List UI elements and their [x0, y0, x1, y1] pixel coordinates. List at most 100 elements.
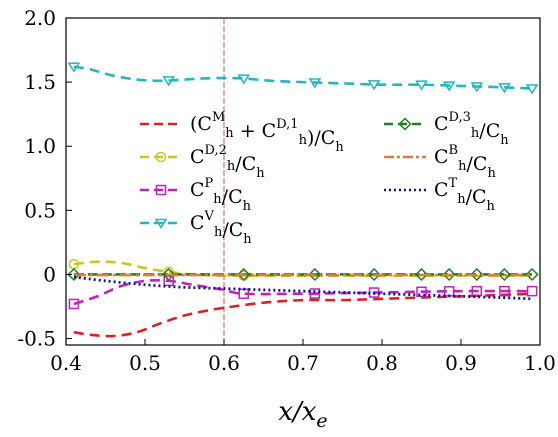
data-point-diamond [308, 267, 322, 282]
data-point-diamond [367, 267, 381, 282]
data-point-square [155, 184, 167, 196]
legend-operator: / [222, 186, 229, 208]
legend-symbol: C [190, 146, 205, 168]
series-line-0 [73, 292, 533, 338]
x-tick-label: 0.6 [208, 351, 240, 375]
legend-symbol: C [473, 153, 488, 175]
y-tick-label: 2.0 [24, 6, 56, 30]
data-point-triangle [470, 82, 484, 93]
legend-subscript: h [487, 199, 496, 214]
legend-superscript: D,2 [205, 143, 227, 158]
legend-symbol: C [190, 179, 205, 201]
legend-subscript: h [471, 126, 480, 141]
data-point-diamond [442, 267, 456, 282]
legend-item-6: CTh/Ch [384, 176, 496, 214]
legend-superscript: D,1 [276, 117, 298, 132]
data-point-diamond [414, 267, 429, 282]
legend-subscript: h [225, 126, 234, 141]
legend-item-5: CBh/Ch [384, 143, 496, 181]
y-tick-label: 0.5 [24, 198, 56, 222]
legend-item-4: CD,3h/Ch [384, 110, 509, 148]
x-tick-label: 0.9 [445, 351, 477, 375]
legend: (CMh + CD,1h)/ChCD,2h/ChCPh/ChCVh/ChCD,3… [140, 110, 509, 247]
data-point-triangle [162, 76, 176, 87]
x-tick-label: 0.7 [287, 351, 319, 375]
legend-symbol: C [434, 179, 449, 201]
legend-symbol: C [190, 212, 205, 234]
data-point-diamond [497, 267, 512, 282]
legend-label: CD,2h/Ch [190, 143, 265, 181]
legend-item-3: CVh/Ch [140, 209, 252, 247]
data-point-square [499, 285, 510, 297]
legend-operator: / [235, 153, 242, 175]
legend-subscript: h [457, 192, 466, 207]
data-point-diamond [470, 267, 484, 282]
legend-symbol: C [228, 186, 243, 208]
data-point-triangle [67, 62, 81, 73]
data-point-square [309, 288, 321, 299]
legend-label: CTh/Ch [434, 176, 496, 214]
legend-operator: + [234, 120, 262, 142]
legend-symbol: C [229, 219, 244, 241]
legend-symbol: C [434, 113, 449, 135]
legend-subscript: h [458, 159, 467, 174]
legend-operator: / [466, 153, 473, 175]
legend-operator: / [466, 186, 473, 208]
legend-label: CBh/Ch [434, 143, 496, 181]
legend-symbol: C [262, 120, 277, 142]
legend-subscript: h [299, 133, 308, 148]
data-point-triangle [237, 74, 251, 85]
legend-subscript: h [243, 199, 252, 214]
data-point-square [68, 298, 80, 310]
series-group [67, 62, 539, 338]
legend-subscript: h [243, 232, 252, 247]
legend-label: CVh/Ch [190, 209, 252, 247]
x-tick-label: 1.0 [524, 351, 556, 375]
series-line-6 [73, 275, 533, 301]
x-tick-label: 0.4 [50, 351, 82, 375]
data-point-diamond [398, 117, 412, 131]
data-point-square [416, 286, 427, 298]
legend-symbol: C [321, 127, 336, 149]
legend-label: CPh/Ch [190, 176, 252, 214]
legend-item-0: (CMh + CD,1h)/Ch [140, 110, 344, 155]
legend-symbol: C [472, 186, 487, 208]
data-point-triangle [525, 84, 539, 95]
y-tick-label: 1.0 [24, 134, 56, 158]
legend-symbol: C [197, 113, 212, 135]
legend-item-2: CPh/Ch [140, 176, 252, 214]
legend-subscript: h [487, 166, 496, 181]
data-point-triangle [308, 78, 322, 89]
legend-superscript: M [212, 110, 225, 125]
legend-superscript: P [205, 176, 214, 191]
x-tick-label: 0.5 [129, 351, 161, 375]
legend-superscript: B [449, 143, 459, 158]
legend-symbol: C [434, 146, 449, 168]
y-tick-label: 1.5 [24, 70, 56, 94]
legend-paren: ( [190, 113, 197, 135]
legend-item-1: CD,2h/Ch [140, 143, 265, 181]
legend-label: CD,3h/Ch [434, 110, 509, 148]
x-tick-label: 0.8 [366, 351, 398, 375]
data-point-diamond [525, 267, 539, 282]
data-point-diamond [162, 267, 176, 282]
legend-operator: / [479, 120, 486, 142]
legend-label: (CMh + CD,1h)/Ch [190, 110, 344, 155]
legend-subscript: h [214, 225, 223, 240]
legend-superscript: T [449, 176, 458, 191]
x-axis-title-main: x/x [278, 397, 316, 427]
legend-subscript: h [335, 140, 344, 155]
data-point-square [471, 285, 483, 297]
y-tick-label: 0 [43, 262, 56, 286]
legend-subscript: h [227, 159, 236, 174]
legend-subscript: h [256, 166, 265, 181]
legend-subscript: h [500, 133, 509, 148]
data-point-diamond [67, 267, 81, 282]
legend-symbol: C [486, 120, 501, 142]
axes-group: 0.4 0.5 0.6 0.7 0.8 0.9 1.0 -0.5 0 0.5 1.0 1.5 2.0 [17, 6, 555, 375]
data-point-triangle [367, 80, 381, 91]
data-point-triangle [442, 81, 456, 92]
data-point-diamond [237, 267, 251, 282]
y-tick-label: -0.5 [17, 327, 56, 351]
